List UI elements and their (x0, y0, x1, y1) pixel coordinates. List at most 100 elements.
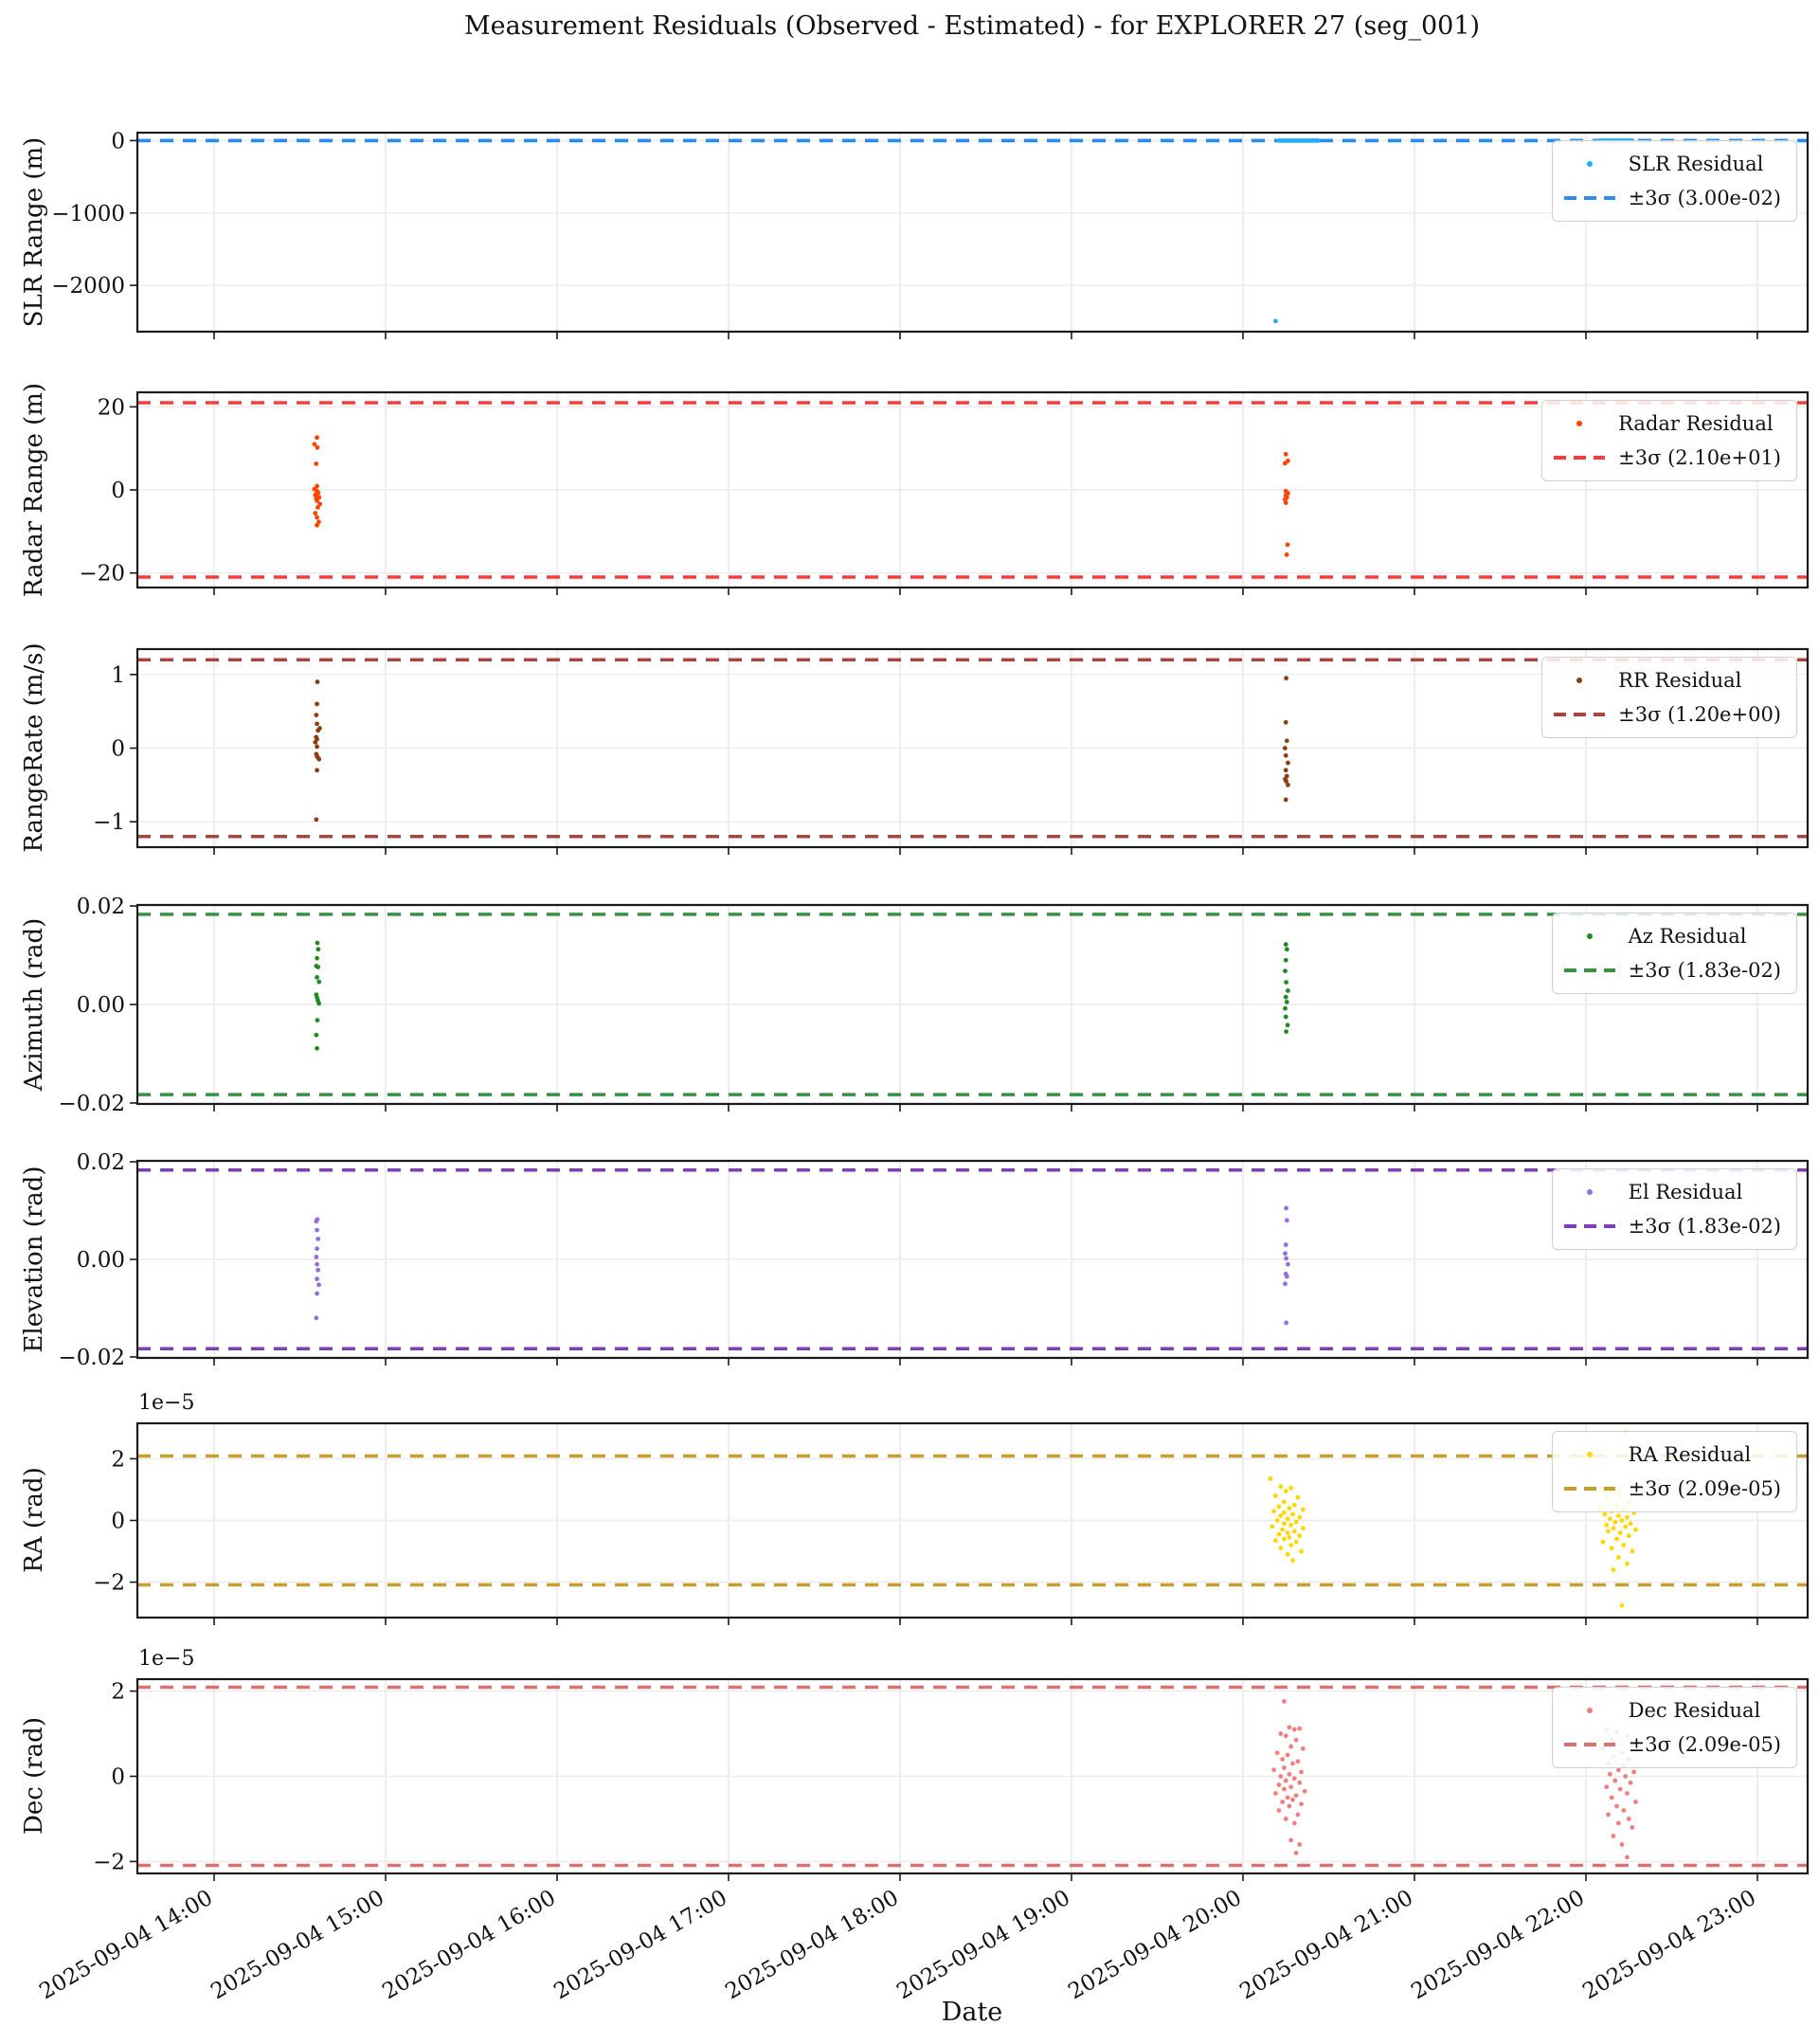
axes-frame (135, 1677, 1810, 1875)
y-tick-label: 0.02 (77, 1150, 125, 1175)
data-point (1615, 1767, 1621, 1773)
data-point (1282, 1499, 1287, 1505)
data-point (314, 817, 319, 823)
data-point (1283, 1281, 1288, 1287)
data-point (1604, 1784, 1610, 1790)
x-tick-label: 2025-09-04 21:00 (1235, 1886, 1417, 2005)
data-point (1278, 1513, 1284, 1519)
legend-label: RA Residual (1628, 1443, 1752, 1466)
data-point (1623, 1524, 1629, 1529)
data-point (1300, 1507, 1306, 1512)
data-point (1625, 1854, 1630, 1860)
y-tick-label: −1000 (51, 202, 125, 226)
data-point (1626, 1817, 1631, 1821)
data-point (1274, 1750, 1280, 1756)
data-point (314, 1032, 319, 1038)
axes-frame (135, 903, 1810, 1106)
data-point (1276, 1531, 1282, 1537)
panel-ra: 2 0 −2 (93, 1421, 1810, 1625)
data-point (317, 501, 323, 507)
data-point (1284, 1205, 1289, 1211)
data-point (1288, 1784, 1294, 1790)
data-point (1286, 988, 1290, 993)
data-point (1609, 1795, 1614, 1800)
legend-label: ±3σ (1.20e+00) (1618, 703, 1781, 726)
data-point (1287, 1771, 1292, 1777)
data-point (313, 739, 318, 745)
legend-label: RR Residual (1618, 669, 1742, 692)
data-point (1297, 1780, 1303, 1785)
y-axis-label-rr: RangeRate (m/s) (20, 642, 48, 853)
data-point (1611, 1834, 1616, 1838)
data-point (1283, 1817, 1288, 1821)
data-point (1283, 1014, 1288, 1020)
y-tick-label: 2 (111, 1447, 125, 1472)
data-point (1283, 451, 1288, 457)
x-tick-label: 2025-09-04 17:00 (549, 1886, 731, 2005)
data-point (1617, 1786, 1623, 1792)
x-tick-label: 2025-09-04 22:00 (1407, 1886, 1589, 2005)
data-point (315, 768, 319, 773)
axis-offset-label-dec: 1e−5 (138, 1647, 195, 1671)
data-point (1617, 1530, 1623, 1535)
data-point (1278, 1484, 1284, 1490)
data-point (1607, 1516, 1612, 1522)
y-tick-label: 0.02 (77, 895, 125, 919)
x-tick-label: 2025-09-04 18:00 (721, 1886, 903, 2005)
legend-entry: SLR Residual (1564, 150, 1781, 178)
data-point (1287, 1506, 1292, 1510)
data-point (1290, 1511, 1295, 1517)
panel-slr: 0 −1000 −2000 (51, 129, 1810, 339)
data-point (315, 728, 321, 733)
data-point (1282, 1786, 1287, 1792)
data-point (1285, 1752, 1290, 1758)
data-point (1297, 1726, 1303, 1731)
data-point (1288, 1485, 1294, 1491)
data-point (1284, 552, 1289, 557)
y-tick-label: 0 (111, 479, 125, 503)
legend-entry: ±3σ (3.00e-02) (1563, 184, 1781, 212)
legend-label: El Residual (1628, 1181, 1743, 1203)
y-tick-label: 0.00 (77, 1248, 125, 1273)
data-point (1284, 1320, 1289, 1326)
data-point (1286, 760, 1290, 766)
legend-az: Az Residual ±3σ (1.83e-02) (1551, 913, 1797, 994)
data-point (315, 1267, 321, 1273)
data-point (1290, 1761, 1295, 1766)
data-point (1633, 1527, 1638, 1532)
legend-rr: RR Residual ±3σ (1.20e+00) (1541, 657, 1797, 738)
data-point (1284, 779, 1289, 784)
data-point (1272, 318, 1278, 324)
data-point (315, 679, 320, 684)
data-point (1287, 1803, 1292, 1809)
data-point (315, 497, 319, 503)
legend-el: El Residual ±3σ (1.83e-02) (1551, 1168, 1797, 1250)
dashed-line-icon (1563, 1743, 1615, 1746)
data-point (1282, 461, 1288, 466)
x-tick-label: 2025-09-04 15:00 (207, 1886, 388, 2005)
data-point (1628, 1780, 1633, 1785)
data-point (1280, 1527, 1286, 1532)
data-point (1288, 1837, 1294, 1843)
data-point (1297, 1514, 1303, 1520)
data-point (1283, 1489, 1288, 1493)
data-point (1272, 1791, 1278, 1796)
y-tick-label: −2 (93, 1850, 125, 1874)
point-marker-icon (1586, 1452, 1593, 1457)
legend-entry: ±3σ (2.10e+01) (1554, 443, 1781, 472)
data-point (1615, 1555, 1621, 1560)
panel-dec: 2 0 −2 (93, 1677, 1810, 1881)
data-point (315, 515, 319, 520)
y-tick-label: 20 (98, 395, 125, 420)
data-point (1606, 1528, 1611, 1534)
data-point (1285, 1516, 1290, 1522)
data-point (1297, 1533, 1303, 1539)
data-point (1291, 1820, 1297, 1826)
data-point (1284, 1274, 1289, 1279)
dashed-line-icon (1563, 196, 1615, 200)
data-point (1284, 1000, 1289, 1004)
data-point (1291, 1727, 1297, 1732)
data-point (1282, 1765, 1287, 1770)
data-point (1625, 1791, 1630, 1796)
